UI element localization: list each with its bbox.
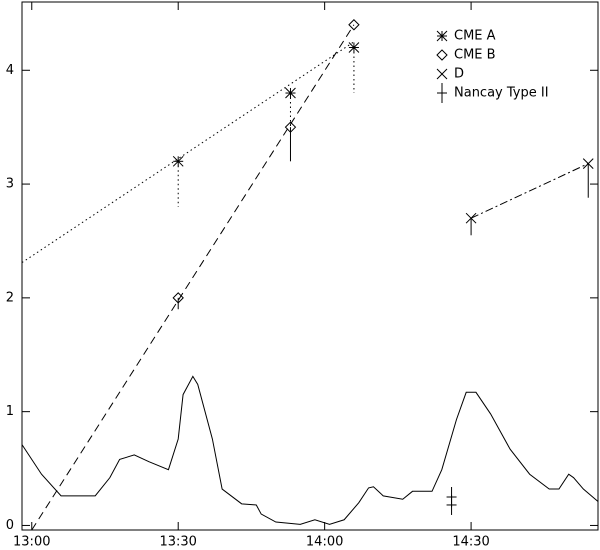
- plot-frame: [21, 1, 599, 531]
- marker-stroke: [348, 42, 360, 53]
- marker-stroke: [285, 87, 296, 99]
- legend-label: Nancay Type II: [454, 86, 549, 101]
- y-tick-label: 0: [6, 518, 14, 533]
- marker-stroke: [172, 292, 184, 304]
- fit-line: [31, 24, 355, 531]
- legend-marker: [436, 68, 448, 80]
- marker-stroke: [436, 68, 448, 80]
- marker: [446, 487, 457, 507]
- marker-stroke: [465, 212, 477, 224]
- legend-label: D: [454, 67, 464, 82]
- fit-line: [21, 41, 355, 264]
- y-tick-label: 4: [6, 63, 14, 78]
- y-tick-label: 1: [6, 404, 14, 419]
- legend-marker: [436, 30, 448, 42]
- legend-label: CME B: [454, 48, 496, 63]
- legend-marker: [436, 49, 448, 61]
- marker-stroke: [436, 49, 448, 61]
- marker: [582, 158, 594, 169]
- x-tick-label: 13:30: [159, 535, 196, 550]
- legend-label: CME A: [454, 29, 496, 44]
- marker: [172, 155, 184, 167]
- x-tick-label: 14:00: [306, 535, 343, 550]
- marker: [284, 121, 297, 133]
- series-line: [21, 375, 599, 525]
- marker: [172, 292, 184, 304]
- marker: [348, 19, 360, 31]
- x-tick-label: 13:00: [13, 535, 50, 550]
- marker: [465, 212, 477, 224]
- marker-stroke: [436, 30, 448, 42]
- legend-marker: [437, 83, 447, 103]
- x-tick-label: 14:30: [452, 535, 489, 550]
- marker-stroke: [284, 121, 297, 133]
- series-line: [470, 163, 589, 219]
- marker-stroke: [348, 19, 360, 31]
- y-tick-label: 2: [6, 290, 14, 305]
- marker-stroke: [582, 158, 594, 169]
- marker: [285, 87, 296, 99]
- y-tick-label: 3: [6, 177, 14, 192]
- marker-stroke: [172, 155, 184, 167]
- marker: [348, 42, 360, 53]
